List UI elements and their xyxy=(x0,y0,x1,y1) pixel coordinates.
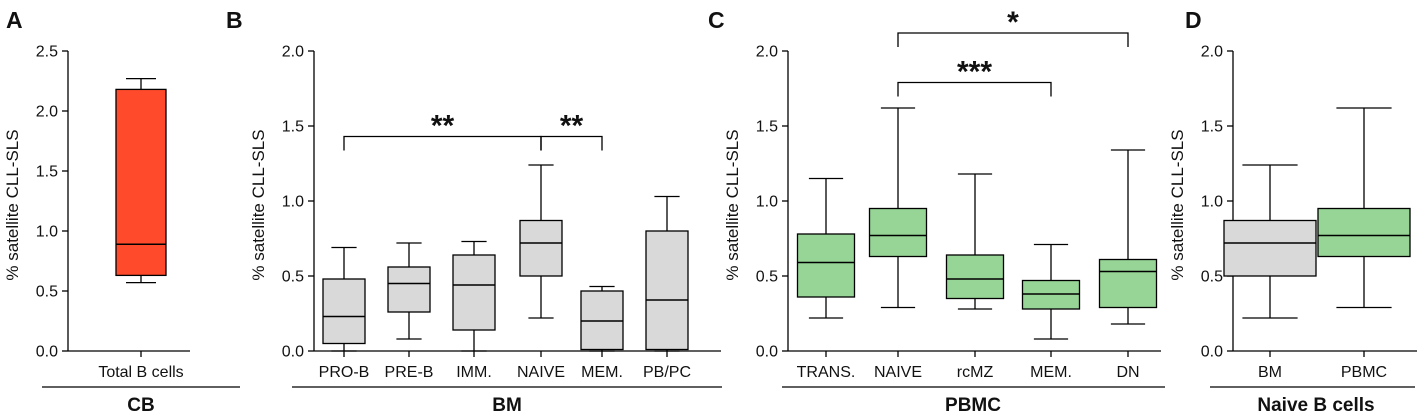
box-naive: NAIVE xyxy=(868,107,928,381)
panel-letter: D xyxy=(1185,7,1202,33)
x-tick-label: MEM. xyxy=(581,364,623,381)
y-tick-label: 0.0 xyxy=(36,344,58,361)
significance-label: ** xyxy=(431,110,455,143)
y-tick-label: 0.0 xyxy=(282,344,304,361)
panel-a: A 0.0 0.5 1.0 1.5 2.0 2.5 % satellite CLL-SLS To… xyxy=(3,7,240,416)
box-mem-: MEM. xyxy=(1021,243,1081,381)
x-tick-label: PRO-B xyxy=(319,364,370,381)
y-tick-label: 1.0 xyxy=(1201,194,1223,211)
iqr-box xyxy=(519,219,563,277)
y-tick-label: 0.0 xyxy=(1201,344,1223,361)
y-tick-label: 1.5 xyxy=(756,119,778,136)
box-naive: NAIVE xyxy=(517,164,565,381)
x-tick-label: IMM. xyxy=(456,364,492,381)
y-tick-label: 1.0 xyxy=(756,194,778,211)
significance-bracket: ** xyxy=(540,110,603,151)
iqr-box xyxy=(115,88,167,277)
group-label: CB xyxy=(127,395,154,416)
bracket-line xyxy=(897,81,1052,97)
box-pro-b: PRO-B xyxy=(319,246,370,381)
significance-label: ** xyxy=(560,110,584,143)
x-tick-label: NAIVE xyxy=(517,364,565,381)
iqr-box xyxy=(945,254,1005,300)
y-tick-label: 2.0 xyxy=(36,104,58,121)
iqr-box xyxy=(452,254,496,331)
x-tick-label: rcMZ xyxy=(957,364,994,381)
iqr-box xyxy=(322,278,366,345)
significance-label: *** xyxy=(957,56,992,89)
y-tick-label: 1.5 xyxy=(282,119,304,136)
group-label: PBMC xyxy=(945,395,1001,416)
panel-letter: C xyxy=(708,7,725,33)
y-axis-label: % satellite CLL-SLS xyxy=(3,129,22,280)
bracket-line xyxy=(540,135,603,151)
box-mem-: MEM. xyxy=(580,285,624,381)
box-dn: DN xyxy=(1098,149,1158,381)
y-tick-label: 0.5 xyxy=(282,269,304,286)
iqr-box xyxy=(645,230,689,351)
x-tick-label: BM xyxy=(1258,364,1282,381)
y-tick-label: 1.5 xyxy=(1201,119,1223,136)
box-pbmc: PBMC xyxy=(1317,107,1411,381)
y-tick-label: 0.5 xyxy=(756,269,778,286)
x-tick-label: PB/PC xyxy=(643,364,691,381)
panel-b: B 0.0 0.5 1.0 1.5 2.0 % satellite CLL-SLS PRO-B… xyxy=(226,7,722,416)
y-axis-label: % satellite CLL-SLS xyxy=(723,129,742,280)
panel-letter: A xyxy=(6,7,23,33)
box-bm: BM xyxy=(1223,164,1317,381)
y-tick-label: 2.0 xyxy=(756,44,778,61)
significance-bracket: * xyxy=(897,6,1129,47)
y-tick-label: 0.0 xyxy=(756,344,778,361)
y-tick-label: 2.0 xyxy=(282,44,304,61)
box-pb-pc: PB/PC xyxy=(643,195,691,381)
box-trans-: TRANS. xyxy=(796,177,856,381)
y-axis-label: % satellite CLL-SLS xyxy=(1168,129,1187,280)
iqr-box xyxy=(1098,258,1158,309)
y-tick-label: 1.5 xyxy=(36,164,58,181)
panel-d: D 0.0 0.5 1.0 1.5 2.0 % satellite CLL-SLS BM PBM… xyxy=(1168,7,1417,416)
y-axis-label: % satellite CLL-SLS xyxy=(249,129,268,280)
iqr-box xyxy=(796,233,856,298)
box-rcmz: rcMZ xyxy=(945,173,1005,381)
group-label: Naive B cells xyxy=(1257,395,1374,416)
y-tick-label: 1.0 xyxy=(282,194,304,211)
box-pre-b: PRE-B xyxy=(385,242,434,381)
panel-c: C 0.0 0.5 1.0 1.5 2.0 % satellite CLL-SLS TRANS… xyxy=(708,6,1165,416)
box-imm-: IMM. xyxy=(452,240,496,381)
iqr-box xyxy=(387,266,431,313)
significance-label: * xyxy=(1007,6,1019,39)
iqr-box xyxy=(1223,219,1317,277)
x-tick-label: NAIVE xyxy=(874,364,922,381)
significance-bracket: *** xyxy=(897,56,1052,97)
panel-letter: B xyxy=(226,7,243,33)
x-tick-label: Total B cells xyxy=(98,364,183,381)
x-tick-label: TRANS. xyxy=(797,364,856,381)
iqr-box xyxy=(1317,207,1411,258)
box-total-b-cells: Total B cells xyxy=(98,77,184,381)
significance-bracket: ** xyxy=(343,110,542,151)
bracket-line xyxy=(897,32,1129,47)
group-label: BM xyxy=(492,395,522,416)
y-tick-label: 0.5 xyxy=(36,284,58,301)
y-tick-label: 2.0 xyxy=(1201,44,1223,61)
y-tick-label: 1.0 xyxy=(36,224,58,241)
iqr-box xyxy=(868,207,928,258)
y-tick-label: 0.5 xyxy=(1201,269,1223,286)
x-tick-label: PRE-B xyxy=(385,364,434,381)
x-tick-label: DN xyxy=(1116,364,1139,381)
y-tick-label: 2.5 xyxy=(36,44,58,61)
x-tick-label: PBMC xyxy=(1341,364,1387,381)
x-tick-label: MEM. xyxy=(1030,364,1072,381)
